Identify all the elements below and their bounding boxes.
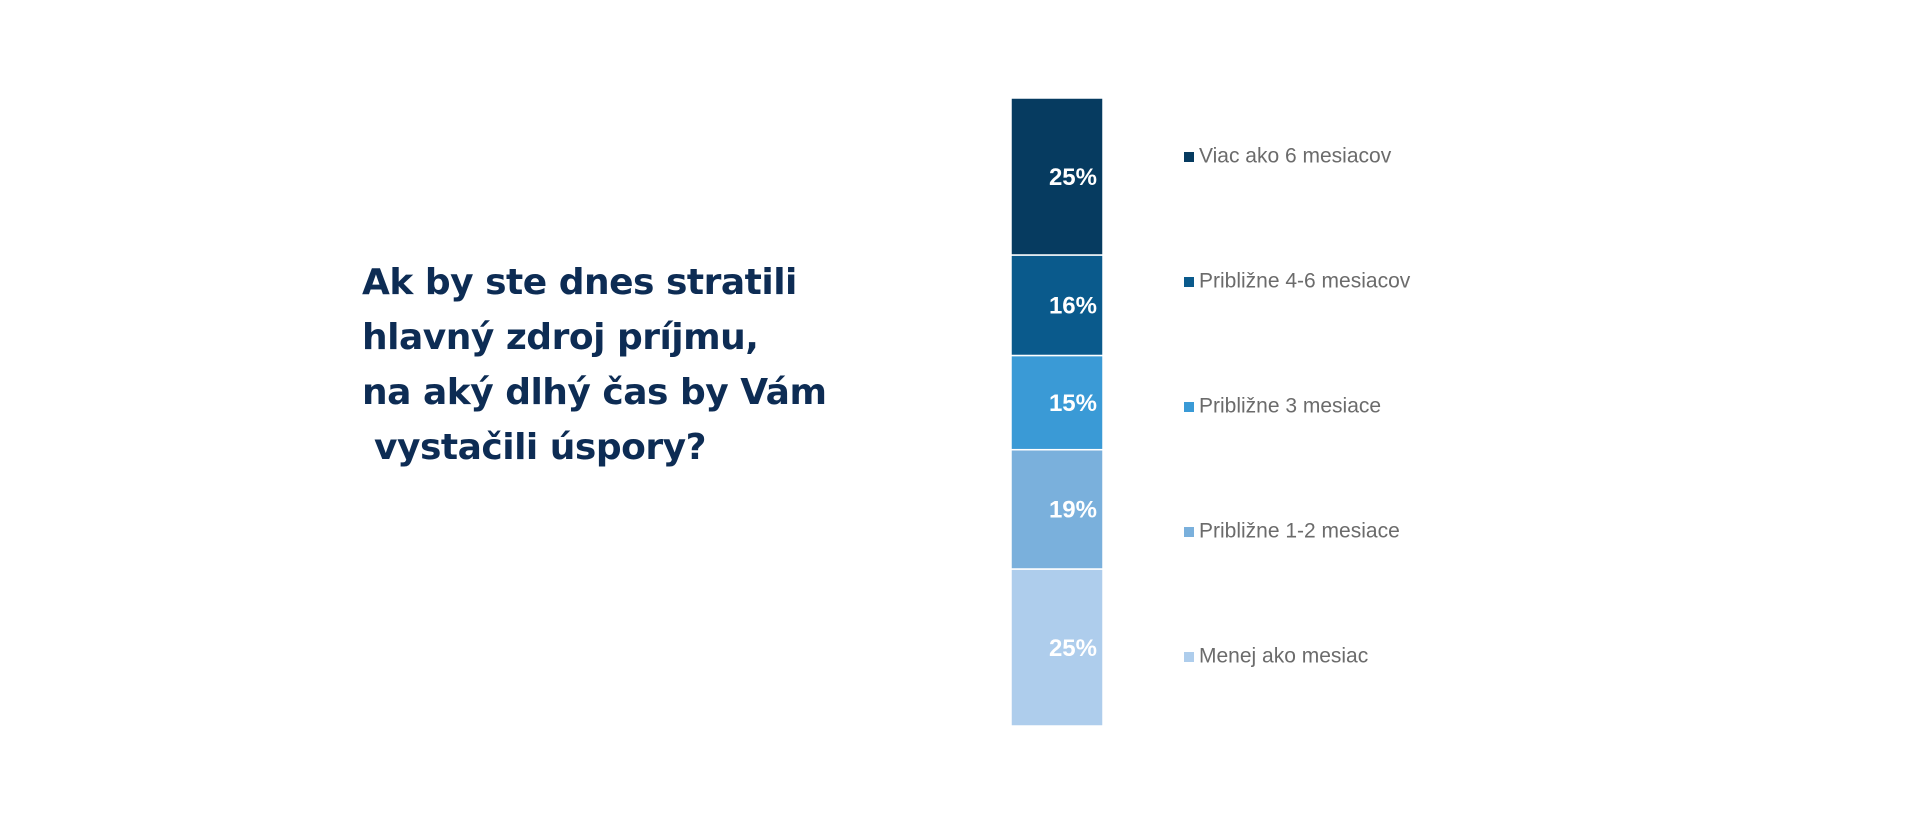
legend-swatch bbox=[1184, 402, 1194, 412]
legend-label: Približne 4-6 mesiacov bbox=[1199, 270, 1411, 293]
legend-label: Približne 1-2 mesiace bbox=[1199, 520, 1400, 543]
data-label: 25% bbox=[1049, 635, 1097, 662]
legend-label: Viac ako 6 mesiacov bbox=[1199, 145, 1392, 168]
legend-swatch bbox=[1184, 652, 1194, 662]
legend-swatch bbox=[1184, 277, 1194, 287]
legend-label: Približne 3 mesiace bbox=[1199, 395, 1381, 418]
chart-title: Ak by ste dnes stratili hlavný zdroj prí… bbox=[362, 255, 827, 475]
data-label: 15% bbox=[1049, 390, 1097, 417]
data-label: 16% bbox=[1049, 293, 1097, 320]
title-line: hlavný zdroj príjmu, bbox=[362, 317, 759, 358]
legend-swatch bbox=[1184, 527, 1194, 537]
legend-label: Menej ako mesiac bbox=[1199, 645, 1368, 668]
title-line: vystačili úspory? bbox=[362, 427, 706, 468]
bar-segment bbox=[1010, 97, 1104, 256]
bar-segment bbox=[1010, 354, 1104, 451]
data-label: 19% bbox=[1049, 497, 1097, 524]
legend-swatch bbox=[1184, 152, 1194, 162]
title-line: na aký dlhý čas by Vám bbox=[362, 372, 827, 413]
data-label: 25% bbox=[1049, 164, 1097, 191]
bar-segment bbox=[1010, 568, 1104, 727]
title-line: Ak by ste dnes stratili bbox=[362, 262, 797, 303]
